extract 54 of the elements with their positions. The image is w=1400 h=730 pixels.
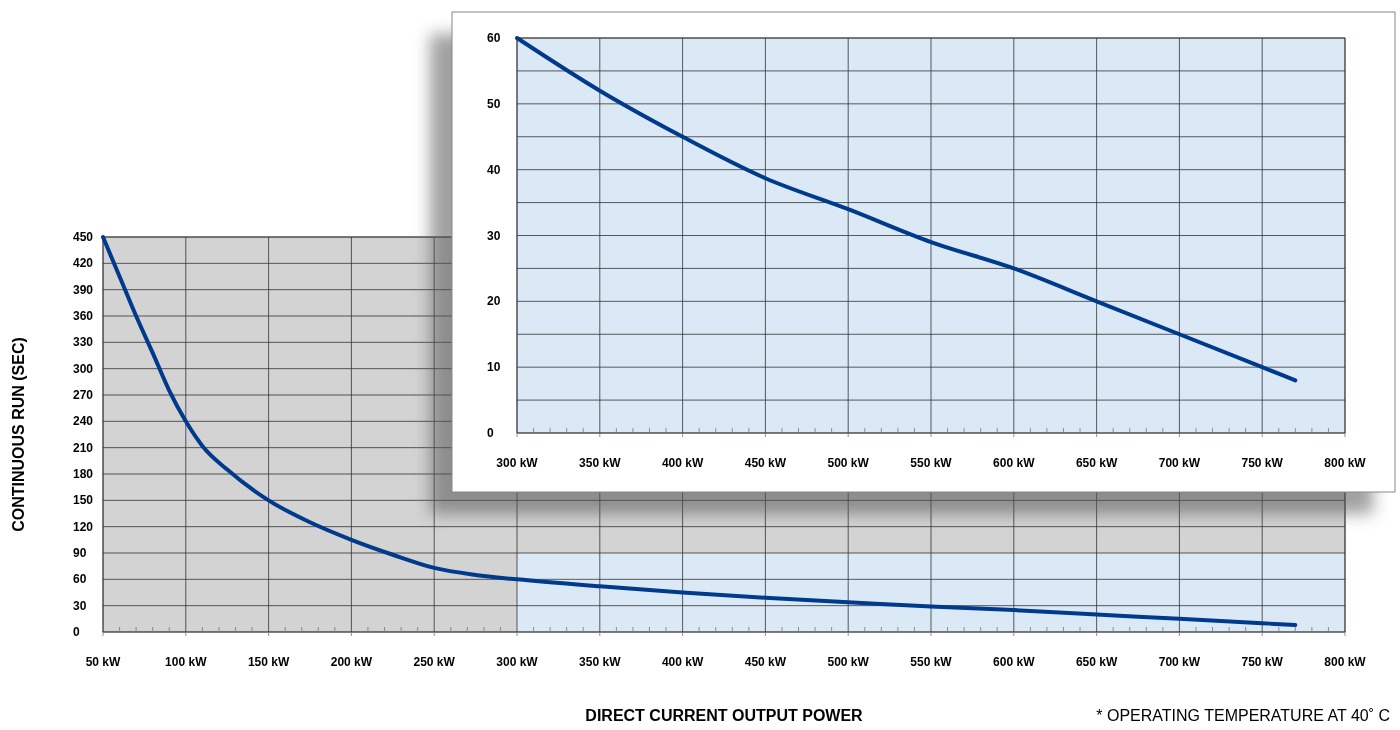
- y-tick-label: 210: [73, 440, 94, 455]
- x-tick-label: 200 kW: [330, 655, 373, 669]
- x-tick-label: 750 kW: [1241, 655, 1284, 669]
- x-tick-label: 750 kW: [1241, 456, 1284, 470]
- y-tick-label: 0: [73, 625, 80, 639]
- x-tick-label: 650 kW: [1075, 655, 1118, 669]
- x-tick-label: 600 kW: [993, 655, 1036, 669]
- x-tick-label: 650 kW: [1075, 456, 1118, 470]
- y-tick-label: 300: [73, 361, 94, 376]
- y-tick-label: 330: [73, 335, 94, 350]
- x-tick-label: 400 kW: [661, 655, 704, 669]
- y-tick-label: 360: [73, 309, 94, 323]
- x-tick-label: 300 kW: [496, 655, 539, 669]
- y-tick-label: 180: [73, 467, 94, 481]
- y-tick-label: 30: [73, 598, 87, 613]
- y-tick-label: 40: [487, 162, 501, 177]
- y-tick-label: 0: [487, 426, 494, 440]
- x-tick-label: 350 kW: [579, 456, 622, 470]
- text: * OPERATING TEMPERATURE AT 40˚ C: [1096, 707, 1390, 724]
- x-axis-title: DIRECT CURRENT OUTPUT POWER: [585, 707, 864, 724]
- y-tick-label: 30: [487, 228, 501, 243]
- x-tick-label: 400 kW: [661, 456, 704, 470]
- y-tick-label: 60: [487, 31, 501, 45]
- y-tick-label: 450: [73, 230, 94, 244]
- x-tick-label: 700 kW: [1158, 456, 1201, 470]
- y-tick-label: 60: [73, 572, 87, 587]
- x-tick-label: 350 kW: [579, 655, 622, 669]
- y-tick-label: 90: [73, 546, 87, 560]
- x-tick-label: 300 kW: [496, 456, 539, 470]
- x-tick-label: 800 kW: [1324, 655, 1367, 669]
- y-tick-label: 240: [73, 414, 94, 429]
- x-tick-label: 600 kW: [993, 456, 1036, 470]
- x-tick-label: 500 kW: [827, 456, 870, 470]
- x-tick-label: 100 kW: [165, 655, 208, 669]
- x-tick-label: 450 kW: [744, 456, 787, 470]
- y-tick-label: 20: [487, 294, 501, 309]
- y-tick-label: 270: [73, 388, 94, 402]
- x-tick-label: 550 kW: [910, 655, 953, 669]
- y-tick-label: 50: [487, 96, 501, 111]
- y-tick-label: 420: [73, 256, 94, 271]
- y-tick-label: 390: [73, 282, 94, 297]
- y-tick-label: 150: [73, 493, 94, 508]
- x-tick-label: 450 kW: [744, 655, 787, 669]
- x-tick-label: 700 kW: [1158, 655, 1201, 669]
- x-tick-label: 500 kW: [827, 655, 870, 669]
- line-series: [515, 36, 1298, 383]
- y-tick-label: 120: [73, 519, 94, 534]
- y-tick-label: 10: [487, 360, 501, 375]
- x-tick-label: 50 kW: [85, 655, 122, 669]
- x-tick-label: 550 kW: [910, 456, 953, 470]
- x-tick-label: 250 kW: [413, 655, 456, 669]
- x-tick-label: 150 kW: [247, 655, 290, 669]
- y-axis-title: CONTINUOUS RUN (SEC): [10, 337, 27, 532]
- x-tick-label: 800 kW: [1324, 456, 1367, 470]
